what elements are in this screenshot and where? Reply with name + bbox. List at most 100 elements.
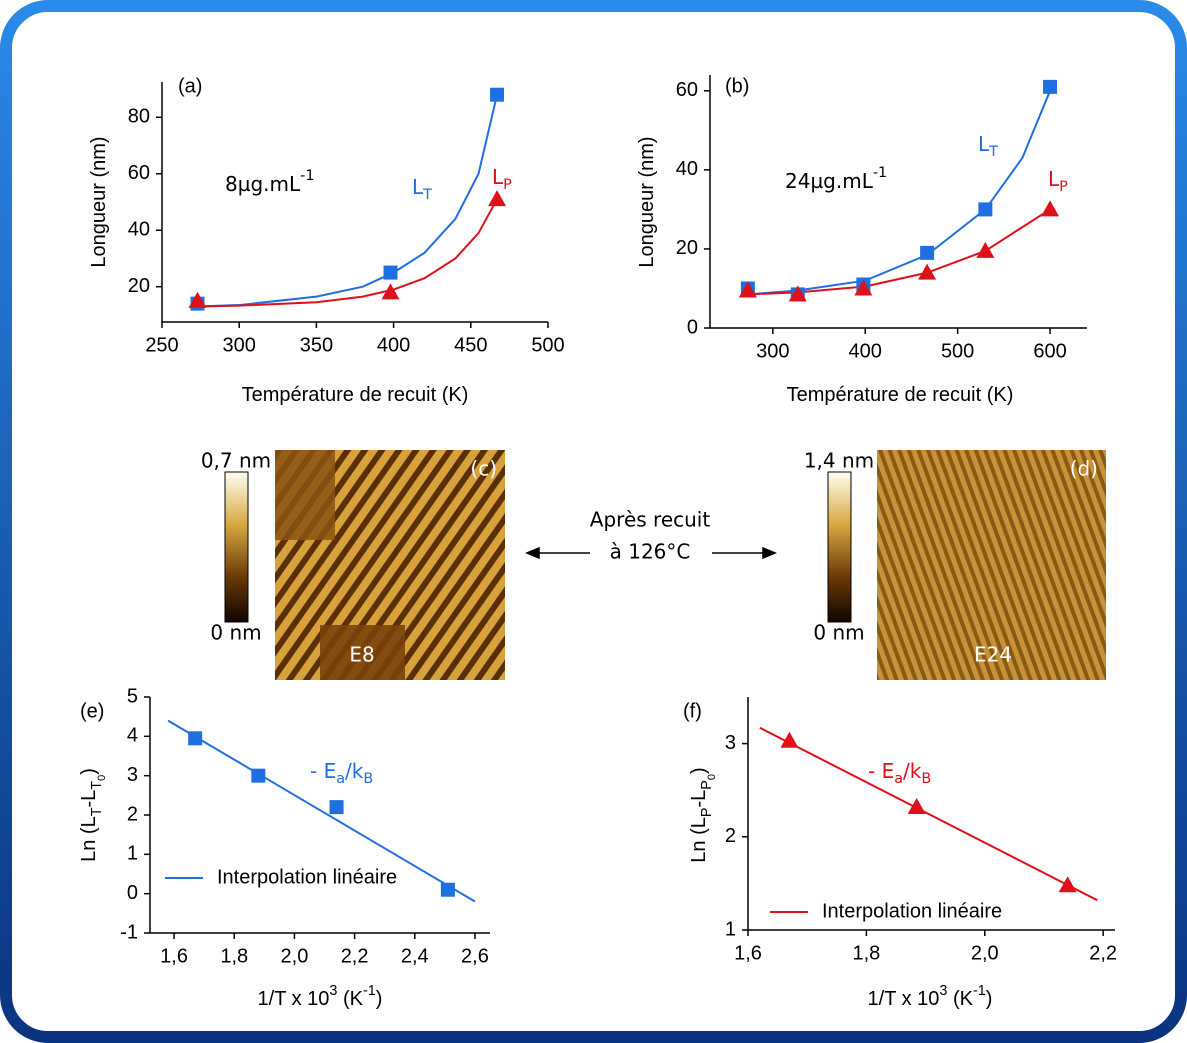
x-tick-label: 2,2 xyxy=(1089,942,1117,964)
y-axis-label: Ln (LP-LP0) xyxy=(688,767,718,862)
y-tick-label: 0 xyxy=(127,882,138,904)
text-part: T xyxy=(89,781,105,790)
x-axis-label: 1/T x 103 (K-1) xyxy=(258,983,383,1010)
text-part: Longueur (nm) xyxy=(636,136,658,267)
text-part: 0 xyxy=(96,775,108,781)
fit-line xyxy=(167,719,476,903)
y-tick-label: -1 xyxy=(120,921,138,943)
x-axis-label: 1/T x 103 (K-1) xyxy=(868,983,993,1010)
panel-label: (d) xyxy=(1070,457,1098,481)
text-part: (K xyxy=(337,988,363,1010)
marker xyxy=(188,291,207,308)
marker xyxy=(1058,876,1077,893)
x-axis-label: Température de recuit (K) xyxy=(242,384,469,406)
x-tick-label: 2,4 xyxy=(401,945,429,967)
y-tick-label: 40 xyxy=(128,219,150,241)
text-part: Longueur (nm) xyxy=(88,136,110,267)
text-part: Température de recuit (K) xyxy=(787,384,1014,406)
y-tick-label: 80 xyxy=(128,106,150,128)
marker xyxy=(488,190,507,207)
y-tick-label: 60 xyxy=(676,79,698,101)
text-part: a xyxy=(894,771,903,787)
x-tick-label: 1,6 xyxy=(734,942,762,964)
afm-terrace xyxy=(320,625,405,680)
y-tick-label: 20 xyxy=(128,275,150,297)
text-part: -1 xyxy=(873,165,887,181)
text-part: Ln (L xyxy=(78,816,100,862)
y-tick-label: 1 xyxy=(127,843,138,865)
text-part: B xyxy=(921,771,931,787)
text-part: ) xyxy=(688,767,710,774)
y-tick-label: 20 xyxy=(676,237,698,259)
x-tick-label: 1,8 xyxy=(220,945,248,967)
x-tick-label: 1,6 xyxy=(160,945,188,967)
scale-max: 0,7 nm xyxy=(201,449,271,473)
text-part: - E xyxy=(310,759,336,783)
marker xyxy=(381,283,400,300)
afm-terrace xyxy=(275,450,335,540)
text-part: -L xyxy=(78,790,100,808)
text-part: 1/T x 10 xyxy=(258,988,330,1010)
annotation: LP xyxy=(492,165,512,194)
text-part: L xyxy=(492,165,504,189)
x-tick-label: 400 xyxy=(849,340,882,362)
marker xyxy=(918,263,937,280)
text-part: -L xyxy=(688,790,710,808)
sample-label: E8 xyxy=(349,643,374,667)
panel-label: (c) xyxy=(470,457,497,481)
text-part: (K xyxy=(947,988,973,1010)
legend-label: Interpolation linéaire xyxy=(217,866,397,888)
center-text: Après recuit xyxy=(590,508,711,532)
y-axis-label: Longueur (nm) xyxy=(636,136,658,267)
text-part: ) xyxy=(78,768,100,775)
text-part: 0 xyxy=(706,774,718,780)
y-tick-label: 60 xyxy=(128,162,150,184)
afm-image xyxy=(877,450,1106,680)
y-tick-label: 3 xyxy=(725,732,736,754)
text-part: P xyxy=(699,808,715,818)
text-part: -1 xyxy=(300,168,314,184)
text-part: - E xyxy=(868,759,894,783)
fit-line xyxy=(759,726,1098,902)
marker xyxy=(780,731,799,748)
annotation: - Ea/kB xyxy=(310,759,373,788)
text-part: T xyxy=(988,144,998,160)
y-tick-label: 0 xyxy=(687,316,698,338)
x-tick-label: 2,0 xyxy=(971,942,999,964)
marker xyxy=(329,800,344,815)
text-part: L xyxy=(978,132,990,156)
text-part: /k xyxy=(345,759,364,783)
panel-label: (f) xyxy=(683,700,702,722)
chart: 300 400 500 600 0 20 40 60 (b) Température de rec… xyxy=(636,75,1087,406)
text-part: T xyxy=(89,807,105,816)
text-part: ) xyxy=(376,988,383,1010)
y-tick-label: 5 xyxy=(127,685,138,707)
afm-c: 0,7 nm 0 nm (c) E8 xyxy=(201,449,505,680)
x-tick-label: 450 xyxy=(454,334,487,356)
x-tick-label: 300 xyxy=(756,340,789,362)
marker xyxy=(978,202,993,217)
marker xyxy=(1041,200,1060,217)
text-part: /k xyxy=(903,759,922,783)
marker xyxy=(854,279,873,296)
text-part: L xyxy=(1048,167,1060,191)
y-tick-label: 1 xyxy=(725,918,736,940)
colorbar xyxy=(224,471,249,623)
x-tick-label: 500 xyxy=(941,340,974,362)
text-part: P xyxy=(699,780,715,790)
text-part: 8µg.mL xyxy=(225,172,301,196)
annotation: 24µg.mL-1 xyxy=(785,165,887,193)
scale-min: 0 nm xyxy=(210,621,261,645)
y-tick-label: 4 xyxy=(127,725,138,747)
text-part: 1/T x 10 xyxy=(868,988,940,1010)
text-part: -1 xyxy=(363,983,376,999)
x-tick-label: 400 xyxy=(377,334,410,356)
x-tick-label: 1,8 xyxy=(852,942,880,964)
annotation: - Ea/kB xyxy=(868,759,931,788)
text-part: ) xyxy=(986,988,993,1010)
text-part: P xyxy=(1059,179,1068,195)
marker xyxy=(788,285,807,302)
